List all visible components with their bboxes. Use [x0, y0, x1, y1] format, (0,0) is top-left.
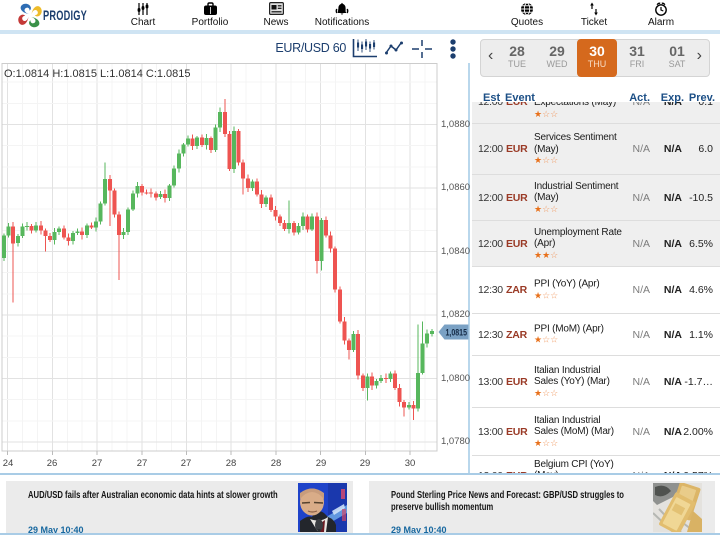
svg-text:1,0815: 1,0815 — [446, 327, 468, 338]
